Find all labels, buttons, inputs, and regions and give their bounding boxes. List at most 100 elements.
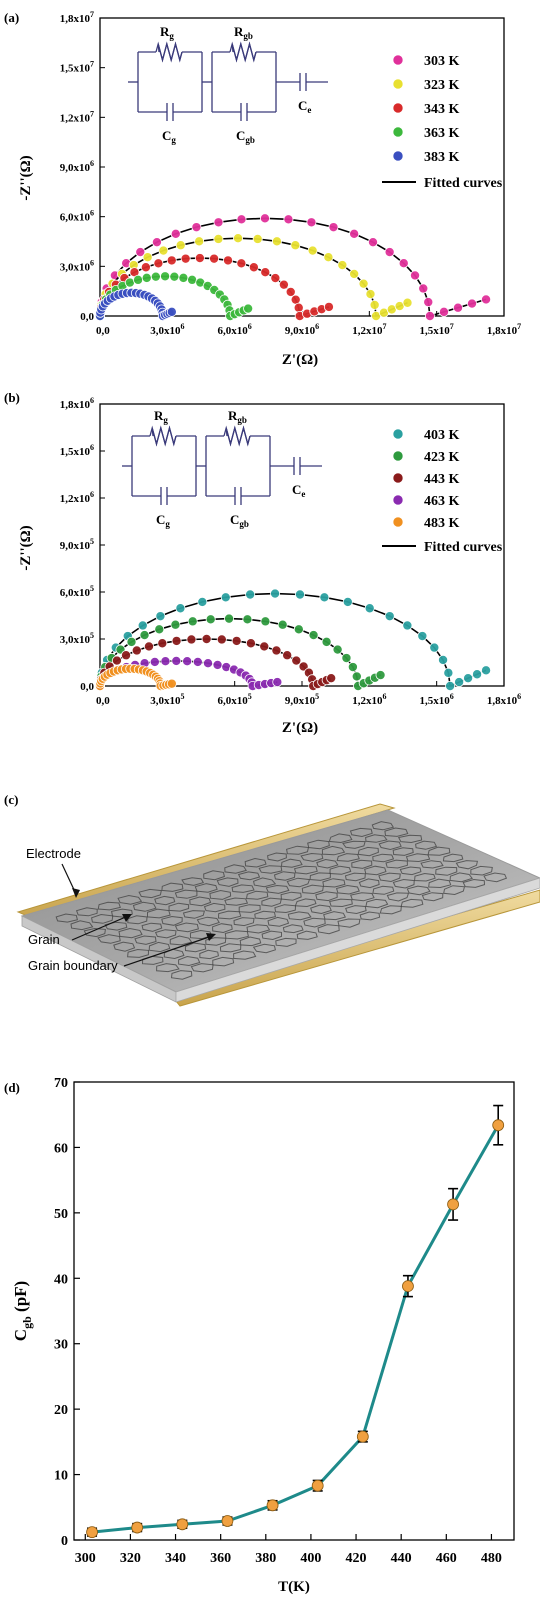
legend-label: 443 K <box>424 472 460 487</box>
grain-boundary-line <box>397 834 423 844</box>
grain-boundary-line <box>415 840 438 850</box>
y-tick-label: 1,2x106 <box>60 490 94 505</box>
data-point <box>169 271 180 282</box>
data-point <box>191 222 202 233</box>
legend-label: 303 K <box>424 54 460 69</box>
grain-boundary-line <box>117 894 143 905</box>
data-point <box>170 228 181 239</box>
grain-boundary-line <box>70 920 94 931</box>
grain-boundary-line <box>141 922 163 932</box>
grain-boundary-line <box>317 924 340 935</box>
data-point <box>293 624 304 635</box>
data-point <box>194 236 205 247</box>
data-point <box>121 650 132 661</box>
data-point <box>143 641 154 652</box>
grain-boundary-line <box>203 902 226 913</box>
data-point <box>209 253 220 264</box>
panel-label-d: (d) <box>4 1080 20 1095</box>
data-point <box>175 603 186 614</box>
grain-boundary-line <box>168 902 190 912</box>
data-point <box>323 252 334 263</box>
y-tick-label: 1,5x106 <box>60 443 94 458</box>
grain-boundary-line <box>420 860 444 869</box>
data-point <box>481 294 492 305</box>
x-tick-label: 460 <box>436 1551 457 1566</box>
data-point <box>417 631 428 642</box>
data-point <box>175 240 186 251</box>
data-point <box>285 286 296 297</box>
data-point <box>137 620 148 631</box>
data-point <box>186 634 197 645</box>
grain-boundary-line <box>154 895 176 906</box>
data-point <box>452 302 463 313</box>
grain-boundary-line <box>365 834 388 843</box>
grain-boundary-line <box>212 923 233 934</box>
data-point <box>445 680 456 691</box>
data-point <box>221 1515 234 1527</box>
x-tick-label: 340 <box>165 1551 186 1566</box>
grain-boundary-line <box>350 892 375 902</box>
data-point <box>492 1119 505 1132</box>
grain-boundary-label: Grain boundary <box>28 958 118 973</box>
grain-boundary-line <box>435 866 458 876</box>
y-axis-label-d: Cgb (pF) <box>11 1281 34 1341</box>
chart-a-plot: 0,0 3,0x106 6,0x106 9,0x106 1,2x107 1,5x107 1,… <box>60 10 521 337</box>
data-point <box>220 592 231 603</box>
grain-boundary-line <box>300 852 324 862</box>
y-ticks-a: 0,0 3,0x106 6,0x106 9,0x106 1,2x107 1,5x107 1,… <box>60 10 105 323</box>
data-point <box>272 677 283 688</box>
data-point <box>270 273 281 284</box>
resistor-symbol-2 <box>151 425 177 447</box>
y-tick-label: 0 <box>61 1534 68 1549</box>
data-point <box>291 655 302 666</box>
electrode-arrowhead <box>72 888 80 898</box>
x-axis-label-d: T(K) <box>278 1579 310 1595</box>
grain-boundary-line <box>405 853 431 863</box>
data-point <box>213 217 224 228</box>
data-point <box>321 636 332 647</box>
grain-boundary-line <box>443 885 466 896</box>
grain-boundary-line <box>328 833 353 844</box>
y-tick-label: 3,0x105 <box>60 631 94 646</box>
data-point <box>481 665 492 676</box>
data-point <box>259 641 270 652</box>
data-point <box>358 278 369 289</box>
grain-boundary-line <box>104 921 128 931</box>
data-point <box>356 1430 369 1443</box>
x-tick-label: 480 <box>481 1551 502 1566</box>
grain-arrow <box>71 915 129 941</box>
legend-label: 463 K <box>424 494 460 509</box>
grain-boundary-line <box>205 937 227 946</box>
grain-arrowhead <box>122 914 132 922</box>
data-point <box>271 236 282 247</box>
data-point <box>126 636 137 647</box>
grain-boundary-line <box>161 882 184 892</box>
data-point <box>472 669 483 680</box>
grain-boundary-line <box>55 913 79 923</box>
data-point <box>236 214 247 225</box>
data-point <box>384 611 395 622</box>
data-point <box>438 306 449 317</box>
data-point <box>86 1526 98 1539</box>
data-point <box>342 596 353 607</box>
legend-label: 383 K <box>424 150 460 165</box>
data-point <box>205 614 216 625</box>
data-point <box>133 274 144 285</box>
grain-boundary-line <box>323 911 347 921</box>
grain-boundary-line <box>316 858 339 869</box>
ceramic-slab-front <box>175 877 540 1003</box>
data-point <box>187 616 198 627</box>
data-point <box>308 630 319 641</box>
data-point <box>328 222 339 233</box>
grain-boundary-line <box>378 872 401 883</box>
grain-boundary-line <box>97 934 121 944</box>
data-point <box>245 589 256 600</box>
circuit-a: Rg Cg Rgb Cgb Ce <box>128 24 328 145</box>
data-point <box>242 614 253 625</box>
grain-boundary-line <box>113 941 136 952</box>
circuit-label: Rg <box>154 408 168 425</box>
grain-boundary-line <box>169 935 193 946</box>
data-point <box>260 616 271 627</box>
data-point <box>194 253 205 264</box>
data-point <box>248 262 259 273</box>
